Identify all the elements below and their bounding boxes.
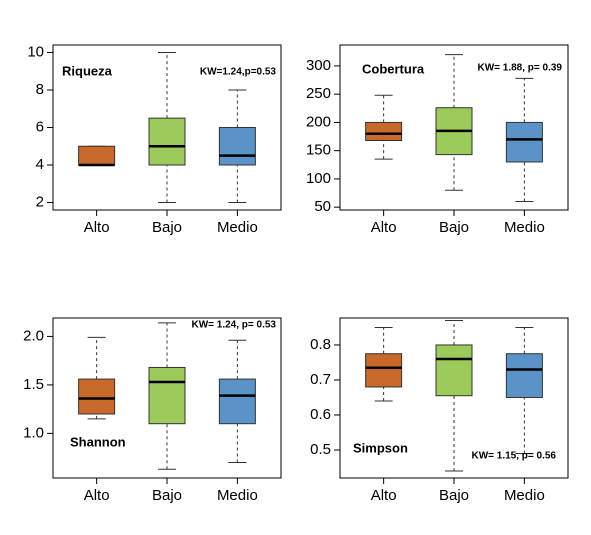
box [505,121,543,163]
y-tick-label: 300 [306,57,331,74]
x-tick-label: Alto [84,487,110,504]
annotation: KW= 1.24, p= 0.53 [192,320,277,331]
annotation: KW= 1.88, p= 0.39 [478,63,563,74]
panel-title: Simpson [353,440,408,455]
x-tick-label: Bajo [152,487,182,504]
y-tick-label: 250 [306,85,331,102]
y-tick-label: 200 [306,113,331,130]
box [435,344,473,397]
panel-title: Shannon [70,434,126,449]
x-tick-label: Medio [504,487,545,504]
box [505,353,543,398]
y-tick-label: 150 [306,142,331,159]
y-tick-label: 50 [314,198,331,215]
y-tick-label: 2 [36,193,44,210]
x-tick-label: Medio [217,487,258,504]
y-tick-label: 100 [306,170,331,187]
y-tick-label: 0.5 [310,441,331,458]
y-tick-label: 0.8 [310,336,331,353]
box [78,378,116,415]
x-tick-label: Bajo [152,219,182,236]
x-tick-label: Medio [504,219,545,236]
y-tick-label: 6 [36,118,44,135]
annotation: KW=1.24,p=0.53 [200,67,277,78]
x-tick-label: Alto [371,487,397,504]
box [78,145,116,166]
y-tick-label: 2.0 [23,327,44,344]
y-tick-label: 1.5 [23,376,44,393]
y-tick-label: 1.0 [23,424,44,441]
y-tick-label: 8 [36,81,44,98]
y-tick-label: 0.6 [310,406,331,423]
x-tick-label: Alto [84,219,110,236]
y-tick-label: 10 [27,43,44,60]
x-tick-label: Alto [371,219,397,236]
y-tick-label: 0.7 [310,371,331,388]
box [365,121,403,141]
box [218,127,256,166]
panel-title: Riqueza [62,63,113,78]
panel-title: Cobertura [362,61,425,76]
box [365,353,403,388]
box [148,366,186,425]
box [148,117,186,166]
y-tick-label: 4 [36,156,44,173]
box [218,378,256,425]
x-tick-label: Bajo [439,219,469,236]
annotation: KW= 1.15, p= 0.56 [472,451,557,462]
x-tick-label: Medio [217,219,258,236]
x-tick-label: Bajo [439,487,469,504]
